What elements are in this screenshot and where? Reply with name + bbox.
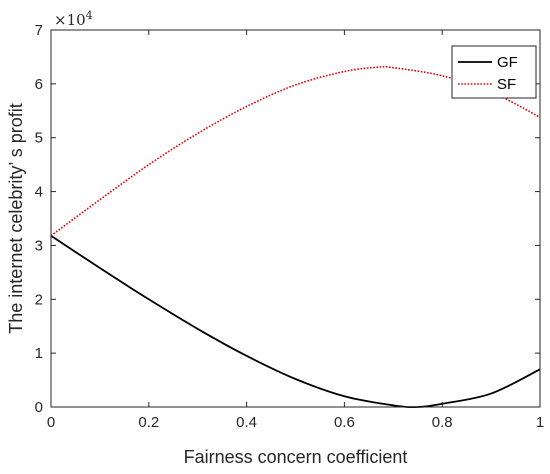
series-line-sf <box>50 65 541 237</box>
x-tick-label: 0.2 <box>138 414 159 431</box>
y-axis-label: The internet celebrity’ s profit <box>6 103 26 333</box>
series-line-gf <box>50 234 541 409</box>
series-layer <box>50 65 541 409</box>
y-tick-label: 0 <box>35 399 43 416</box>
y-axis-multiplier: ×104 <box>54 9 93 29</box>
x-tick-label: 0.4 <box>236 414 257 431</box>
legend-label-gf: GF <box>497 54 518 71</box>
x-tick-label: 0.8 <box>432 414 453 431</box>
plot-frame <box>50 29 541 408</box>
x-tick-label: 0 <box>47 414 55 431</box>
y-tick-label: 2 <box>35 291 43 308</box>
legend-box <box>451 45 537 99</box>
legend: GF SF <box>451 45 537 99</box>
x-tick-label: 0.6 <box>334 414 355 431</box>
legend-label-sf: SF <box>497 76 516 93</box>
y-tick-label: 4 <box>35 184 43 201</box>
x-axis: 0 0.2 0.4 0.6 0.8 1 <box>47 30 544 431</box>
y-tick-label: 6 <box>35 76 43 93</box>
x-tick-label: 1 <box>536 414 544 431</box>
y-axis-multiplier-base: ×10 <box>54 11 86 29</box>
y-tick-label: 1 <box>35 345 43 362</box>
y-tick-label: 7 <box>35 22 43 39</box>
y-tick-label: 3 <box>35 237 43 254</box>
y-tick-label: 5 <box>35 130 43 147</box>
y-axis-multiplier-exponent: 4 <box>86 9 93 22</box>
x-axis-label: Fairness concern coefficient <box>184 447 408 467</box>
y-axis: 0 1 2 3 4 5 6 7 <box>35 22 540 416</box>
